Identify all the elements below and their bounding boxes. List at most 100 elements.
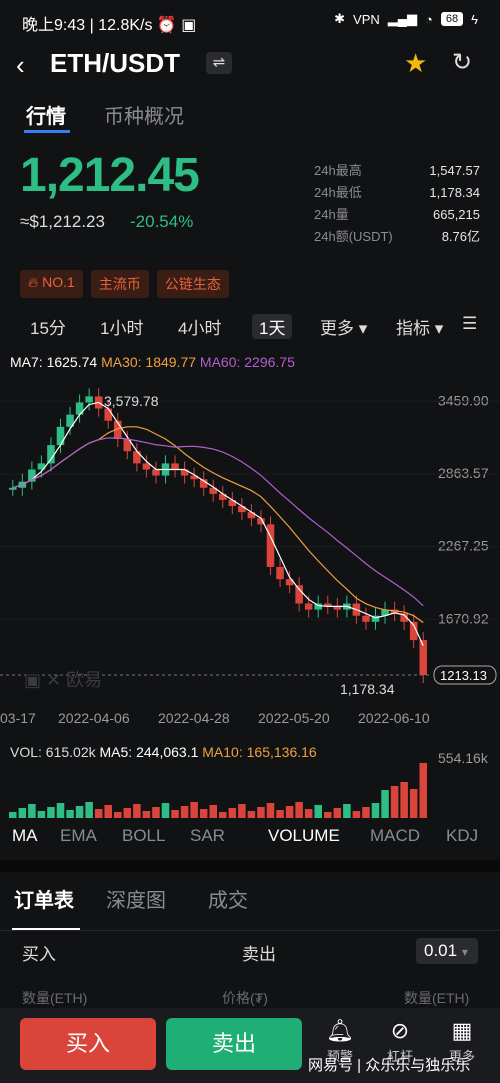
volume-bar [343, 804, 351, 818]
y-tick-label: 2863.57 [438, 465, 489, 481]
volume-bar [47, 807, 55, 818]
candle [304, 603, 313, 610]
interval-1d[interactable]: 1天 [252, 314, 293, 339]
volume-bar [352, 811, 361, 818]
low-label: 1,178.34 [340, 681, 395, 697]
current-price-tag [433, 665, 497, 685]
volume-bar [199, 809, 208, 818]
ind-macd[interactable]: MACD [370, 826, 421, 845]
last-price: 1,212.45 [20, 149, 200, 202]
volume-bar [171, 810, 179, 818]
candle [247, 512, 256, 519]
volume-bar [219, 812, 227, 818]
candle [85, 396, 93, 403]
ma30-line [12, 426, 424, 624]
candle [123, 439, 132, 452]
alert-button[interactable]: 🔔︎ 预警 [318, 1018, 362, 1065]
interval-1h[interactable]: 1小时 [100, 319, 144, 338]
indicator-tabs: MA EMA BOLL SAR VOLUME MACD KDJ [0, 826, 500, 850]
sell-label: 卖出 [242, 945, 276, 964]
volume-bar [9, 812, 17, 818]
pair-title: ETH/USDT [50, 48, 180, 78]
volume-bar [381, 790, 389, 818]
candle [285, 579, 294, 586]
volume-bar [285, 806, 294, 818]
badge-mainstream[interactable]: 主流币 [90, 270, 149, 298]
settings-icon[interactable]: ☰ [462, 314, 478, 333]
more-button[interactable]: ▦ 更多 [440, 1018, 484, 1065]
ind-ema[interactable]: EMA [60, 826, 97, 845]
badges: 🔥︎ NO.1 主流币 公链生态 [20, 270, 229, 298]
ind-boll[interactable]: BOLL [122, 826, 166, 845]
tab-depth[interactable]: 深度图 [106, 890, 166, 912]
tab-overview[interactable]: 币种概况 [104, 106, 184, 128]
candle [333, 605, 342, 610]
interval-15m[interactable]: 15分 [30, 319, 66, 338]
bell-icon: 🔔︎ [326, 1018, 354, 1043]
status-time: 晚上9:43 | 12.8K/s ⏰ ▣ [22, 17, 197, 34]
candle [47, 445, 55, 464]
candle [314, 603, 322, 610]
star-icon[interactable]: ★ [404, 48, 428, 78]
candle [199, 479, 208, 488]
ind-volume[interactable]: VOLUME [268, 826, 340, 845]
volume-bar [114, 812, 122, 818]
tab-market[interactable]: 行情 [26, 106, 66, 128]
candle [371, 615, 380, 622]
volume-bar [161, 803, 170, 818]
volume-bar [276, 810, 284, 818]
candle [75, 402, 84, 415]
fire-icon: 🔥︎ [28, 274, 39, 290]
bottom-bar: 买入 卖出 🔔︎ 预警 ⊘ 杠杆 ▦ 更多 [0, 1008, 500, 1083]
grid-icon: ▦ [451, 1018, 473, 1043]
badge-chain[interactable]: 公链生态 [156, 270, 229, 298]
usd-price: ≈$1,212.23 [20, 212, 105, 231]
volume-bar [37, 811, 46, 818]
tab-orderbook[interactable]: 订单表 [14, 890, 74, 912]
tab-trades[interactable]: 成交 [208, 890, 248, 912]
volume-legend: VOL: 615.02k MA5: 244,063.1 MA10: 165,13… [10, 744, 317, 760]
refresh-icon[interactable]: ↻ [452, 49, 473, 76]
volume-max: 554.16k [438, 750, 488, 766]
ind-kdj[interactable]: KDJ [446, 826, 479, 845]
back-icon[interactable]: ‹ [16, 50, 25, 80]
candle [276, 566, 284, 580]
volume-bar [390, 786, 399, 818]
status-icons: ✱ VPN ▂▄▆ ◔ 68 ϟ [334, 11, 478, 27]
volume-bar [409, 789, 418, 818]
header: ‹ ETH/USDT ⇌ ★ ↻ [0, 44, 500, 84]
candle [238, 506, 246, 513]
volume-bar [333, 808, 342, 818]
signal-icon: ▂▄▆ [387, 11, 417, 26]
volume-bar [362, 807, 370, 818]
volume-bar [28, 804, 36, 818]
badge-rank[interactable]: 🔥︎ NO.1 [20, 270, 83, 298]
interval-4h[interactable]: 4小时 [178, 319, 222, 338]
candle-chart[interactable]: 3459.90 2863.57 2267.25 1670.92 3,579.78 1,17… [0, 372, 500, 702]
candle [400, 613, 408, 622]
candle [362, 615, 370, 622]
ma-legend: MA7: 1625.74 MA30: 1849.77 MA60: 2296.75 [10, 354, 295, 370]
price-step-select[interactable]: 0.01 ▾ [416, 938, 478, 964]
volume-bar [314, 805, 322, 818]
interval-more[interactable]: 更多 ▾ [320, 319, 368, 338]
sell-button[interactable]: 卖出 [166, 1018, 302, 1070]
volume-bar [152, 807, 160, 818]
ind-ma[interactable]: MA [12, 826, 38, 845]
volume-chart[interactable] [0, 762, 500, 818]
battery-icon: 68 [440, 12, 464, 26]
buy-button[interactable]: 买入 [20, 1018, 156, 1070]
watermark-logo: ▣ ✕ 欧易 [24, 670, 103, 690]
indicator-menu[interactable]: 指标 ▾ [396, 319, 444, 338]
volume-bar [18, 808, 27, 818]
ind-sar[interactable]: SAR [190, 826, 225, 845]
candle [37, 463, 46, 470]
volume-bar [304, 809, 313, 818]
high-label: 3,579.78 [104, 393, 159, 409]
swap-icon[interactable]: ⇌ [206, 52, 232, 74]
candle [171, 463, 179, 470]
leverage-button[interactable]: ⊘ 杠杆 [378, 1018, 422, 1065]
separator [0, 930, 500, 931]
candle [114, 420, 122, 440]
candle [152, 469, 160, 476]
